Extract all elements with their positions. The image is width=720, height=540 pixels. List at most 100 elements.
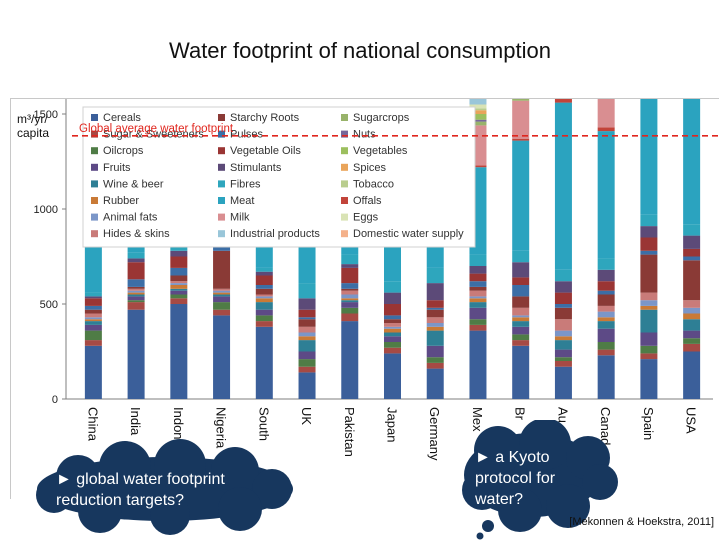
bar-segment-mexico-pulses [469, 281, 487, 287]
y-axis-label-unit: m³/yr/ [17, 112, 48, 126]
bar-segment-germany-fruits [426, 345, 444, 358]
legend-label: Starchy Roots [230, 112, 300, 124]
legend-swatch [341, 163, 348, 171]
bar-segment-china-rubber [84, 319, 102, 322]
bar-segment-pakistan-animal-fats [341, 294, 359, 299]
bar-segment-germany-oilcrops [426, 357, 444, 363]
bar-segment-usa-hides-skins [683, 300, 701, 308]
bar-segment-pakistan-wine-beer [341, 300, 359, 303]
bar-segment-uk-cereals [298, 372, 316, 399]
legend-label: Fibres [230, 178, 261, 190]
bar-segment-mexico-spices [469, 110, 487, 114]
bar-segment-uk-stimulants [298, 298, 316, 310]
legend-label: Spices [353, 162, 387, 174]
bar-segment-australia-stimulants [554, 281, 572, 293]
bar-segment-pakistan-oilcrops [341, 307, 359, 314]
legend-swatch [91, 197, 98, 204]
x-tick-label: India [128, 407, 143, 436]
bar-segment-mexico-fibres [469, 254, 487, 266]
bar-segment-japan-hides-skins [384, 323, 401, 327]
bar-segment-pakistan-pulses [341, 283, 359, 289]
bar-segment-uk-fibres [298, 283, 316, 299]
bar-segment-spain-starchy-roots [640, 254, 658, 293]
legend-swatch [341, 180, 348, 188]
bar-segment-nigeria-fruits [213, 296, 231, 303]
bar-segment-canada-animal-fats [597, 311, 615, 318]
bar-segment-japan-oilcrops [384, 342, 401, 348]
bar-segment-india-fruits [127, 296, 145, 301]
bar-segment-nigeria-wine-beer [213, 294, 231, 297]
bar-segment-brazil-starchy-roots [512, 296, 530, 308]
bar-segment-mexico-stimulants [469, 266, 487, 274]
bar-segment-uk-rubber [298, 336, 316, 341]
legend-label: Offals [353, 195, 382, 207]
bar-segment-uk-pulses [298, 317, 316, 320]
bar-segment-india-rubber [127, 292, 145, 295]
bar-segment-india-meat [127, 247, 145, 253]
bar-segment-germany-cereals [426, 368, 444, 399]
bar-segment-china-fruits [84, 324, 102, 331]
bar-segment-brazil-sugarcrops [512, 99, 530, 101]
legend-label: Eggs [353, 212, 379, 224]
bar-segment-south-africa-hides-skins [255, 294, 273, 297]
bar-segment-mexico-sugar-sweeteners [469, 324, 487, 331]
citation: [Mekonnen & Hoekstra, 2011] [569, 516, 714, 528]
bar-segment-brazil-milk [512, 100, 530, 139]
legend-label: Fruits [103, 162, 131, 174]
bar-segment-usa-cereals [683, 351, 701, 399]
bar-segment-indonesia-vegetable-oils [170, 256, 188, 268]
y-tick-label: 0 [52, 394, 58, 406]
legend-label: Industrial products [230, 228, 320, 240]
legend-swatch [341, 130, 348, 138]
bar-segment-canada-meat [597, 131, 615, 259]
callout-cloud-left [36, 439, 293, 535]
bar-segment-canada-stimulants [597, 269, 615, 282]
bar-segment-canada-vegetable-oils [597, 281, 615, 291]
bar-segment-china-vegetable-oils [84, 298, 102, 306]
bar-segment-australia-pulses [554, 304, 572, 308]
bar-segment-germany-hides-skins [426, 317, 444, 323]
bar-segment-south-africa-fruits [255, 309, 273, 316]
bar-segment-nigeria-hides-skins [213, 288, 231, 291]
bar-segment-germany-stimulants [426, 283, 444, 301]
y-tick-label: 500 [40, 299, 58, 311]
legend-swatch [341, 114, 348, 121]
legend-label: Nuts [353, 129, 376, 141]
bar-segment-south-africa-rubber [255, 298, 273, 303]
bar-segment-germany-pulses [426, 307, 444, 310]
legend-swatch [91, 130, 98, 138]
bar-segment-usa-stimulants [683, 235, 701, 249]
bar-segment-brazil-fruits [512, 326, 530, 335]
bar-segment-canada-milk [597, 99, 615, 128]
bar-segment-australia-meat [554, 102, 572, 270]
bar-segment-japan-sugar-sweeteners [384, 347, 401, 354]
bar-segment-indonesia-cereals [170, 304, 188, 399]
bar-segment-indonesia-stimulants [170, 250, 188, 257]
bar-segment-spain-oilcrops [640, 345, 658, 354]
bar-segment-south-africa-wine-beer [255, 302, 273, 310]
bar-segment-nigeria-oilcrops [213, 302, 231, 310]
bar-segment-australia-rubber [554, 336, 572, 341]
bar-segment-usa-starchy-roots [683, 260, 701, 301]
bar-segment-canada-fibres [597, 258, 615, 270]
bar-segment-nigeria-pulses [213, 245, 231, 251]
bar-segment-brazil-stimulants [512, 262, 530, 278]
bar-segment-china-wine-beer [84, 321, 102, 325]
bar-segment-japan-starchy-roots [384, 319, 401, 323]
bar-segment-spain-hides-skins [640, 292, 658, 301]
bar-segment-south-africa-oilcrops [255, 315, 273, 322]
bar-segment-pakistan-cereals [341, 321, 359, 399]
global-average-label: Global average water footprint [79, 123, 234, 135]
bar-segment-usa-wine-beer [683, 319, 701, 331]
bar-segment-usa-meat [683, 99, 701, 225]
bar-segment-germany-sugar-sweeteners [426, 362, 444, 369]
bar-segment-usa-sugar-sweeteners [683, 343, 701, 352]
legend-swatch [341, 213, 348, 221]
bar-segment-canada-offals [597, 127, 615, 132]
stacked-bar-chart: m³/yr/capita05001000150020002500ChinaInd… [17, 99, 719, 461]
bar-segment-mexico-tobacco [469, 108, 487, 111]
legend-label: Vegetables [353, 145, 408, 157]
bar-segment-uk-sugar-sweeteners [298, 366, 316, 373]
bar-segment-china-sugar-sweeteners [84, 340, 102, 346]
legend-label: Vegetable Oils [230, 145, 301, 157]
